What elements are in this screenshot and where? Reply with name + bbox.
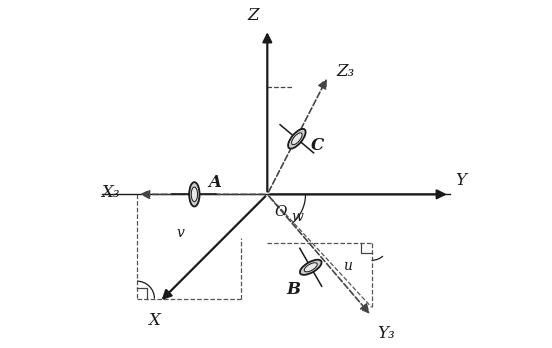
Ellipse shape <box>291 133 302 145</box>
Text: X₃: X₃ <box>101 184 120 201</box>
Text: X: X <box>148 313 161 330</box>
Text: C: C <box>311 137 325 154</box>
Text: w: w <box>291 210 303 224</box>
Ellipse shape <box>191 187 198 201</box>
Ellipse shape <box>288 129 306 149</box>
Ellipse shape <box>189 182 200 206</box>
Text: Y: Y <box>455 172 466 189</box>
Text: Z: Z <box>247 7 259 24</box>
Ellipse shape <box>304 263 317 272</box>
Text: v: v <box>177 226 184 239</box>
Text: Y₃: Y₃ <box>376 325 394 342</box>
Text: B: B <box>286 282 300 298</box>
Text: Z₃: Z₃ <box>337 63 355 80</box>
Ellipse shape <box>300 260 322 275</box>
Text: A: A <box>209 174 222 191</box>
Text: u: u <box>343 259 352 272</box>
Text: O: O <box>274 205 286 219</box>
